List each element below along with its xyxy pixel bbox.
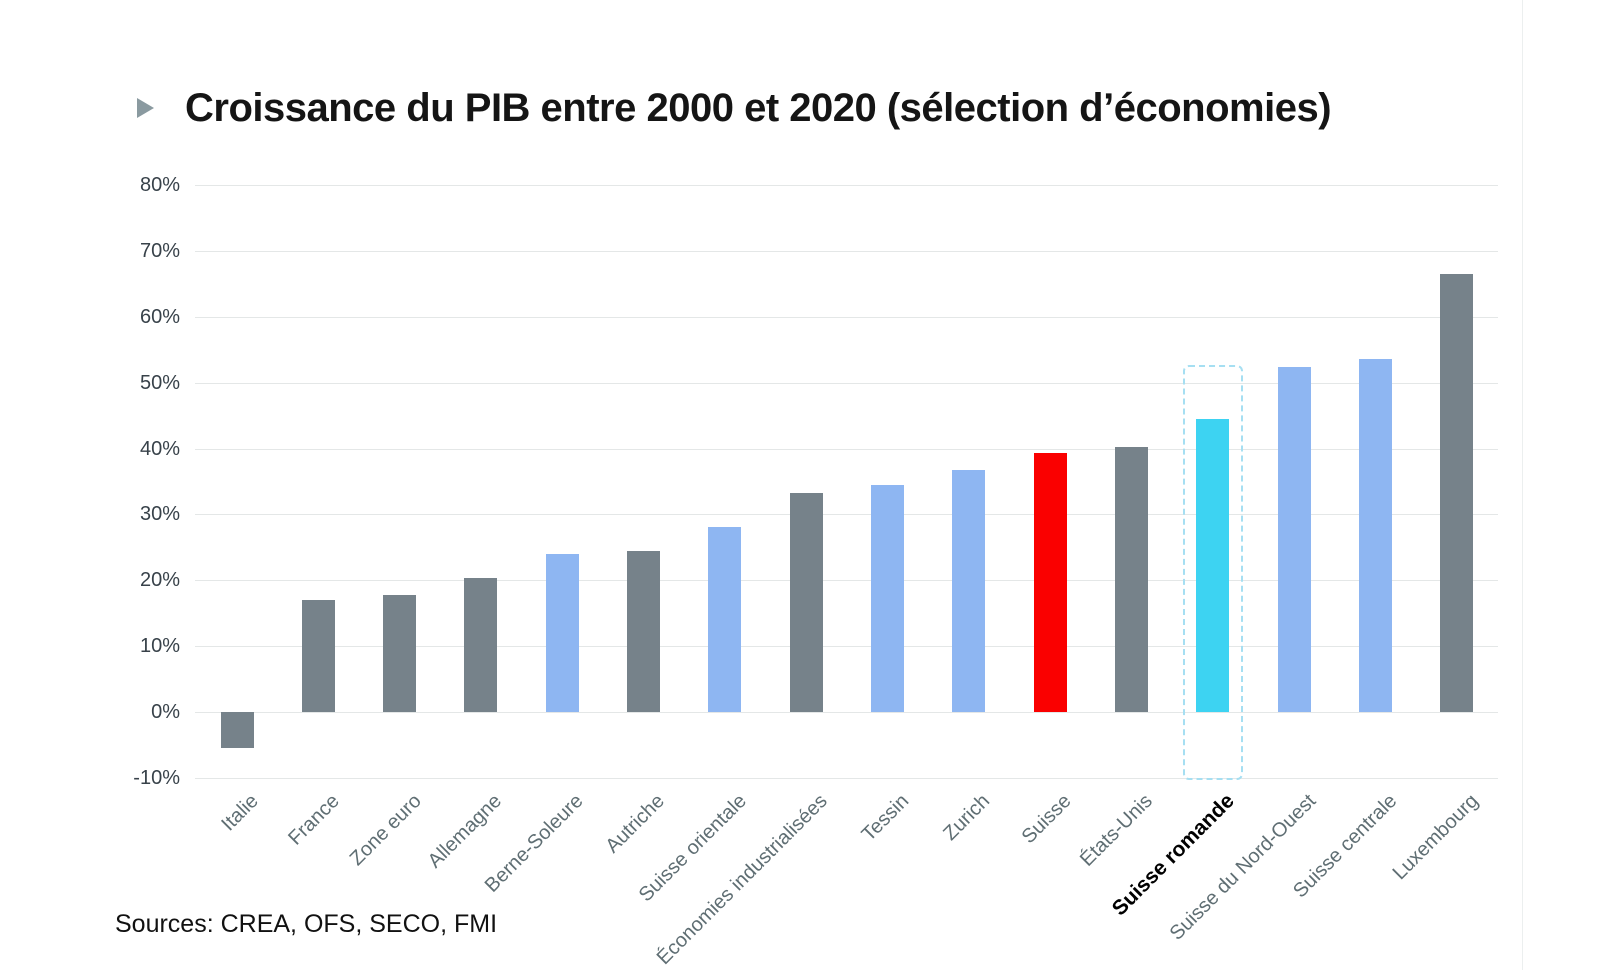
x-axis-label-etats-unis: États-Unis [1076,790,1158,871]
gridline-40 [195,448,1498,450]
x-axis-label-luxembourg: Luxembourg [1388,790,1483,885]
x-axis-label-suisse: Suisse [1017,790,1076,849]
gridline-20 [195,580,1498,582]
title-row: Croissance du PIB entre 2000 et 2020 (sé… [137,86,1332,130]
x-axis-label-economies-industrialisees: Économies industrialisées [652,790,832,970]
x-axis-label-zurich: Zurich [939,790,995,845]
gridline--10 [195,778,1498,779]
x-axis-label-allemagne: Allemagne [424,790,507,873]
y-axis-tick-label: 10% [139,635,180,658]
x-axis-label-zone-euro: Zone euro [345,790,426,871]
bar-autriche [627,551,661,713]
y-axis-tick-label: 80% [139,174,180,196]
y-axis-tick-label: 20% [139,569,180,592]
gridline-30 [195,514,1498,516]
bar-zurich [952,469,986,713]
x-axis-label-france: France [284,790,344,850]
bar-suisse [1033,453,1067,713]
bar-suisse-du-nord-ouest [1277,366,1311,713]
y-axis-tick-label: 0% [151,701,180,724]
triangle-right-icon [137,98,154,118]
chart-title: Croissance du PIB entre 2000 et 2020 (sé… [185,86,1332,130]
bar-etats-unis [1115,446,1149,713]
bar-italie [220,712,254,749]
plot-area: Italie France Zone euro Allemagne Berne-Sole… [195,185,1498,969]
x-axis-label-suisse-du-nord-ouest: Suisse du Nord-Ouest [1165,790,1320,945]
y-axis-tick-label: 40% [139,437,180,460]
gridline-0 [195,712,1498,714]
y-axis-tick-label: 60% [139,305,180,328]
gridline-10 [195,646,1498,648]
bar-france [301,600,335,713]
highlight-outline [1182,364,1243,780]
bar-suisse-romande [1196,418,1230,713]
y-axis-tick-label: -10% [133,767,180,789]
bar-luxembourg [1440,273,1474,713]
gridline-50 [195,382,1498,384]
y-axis-tick-label: 50% [139,371,180,394]
gridline-80 [195,185,1498,186]
right-divider-line [1522,0,1523,970]
gridline-70 [195,250,1498,252]
bar-suisse-orientale [708,526,742,713]
source-note: Sources: CREA, OFS, SECO, FMI [115,910,498,938]
y-axis-tick-label: 30% [139,503,180,526]
bar-zone-euro [383,594,417,713]
x-axis-label-tessin: Tessin [857,790,914,846]
bar-tessin [871,485,905,713]
x-axis-label-italie: Italie [217,790,263,836]
bar-allemagne [464,578,498,713]
gridline-60 [195,316,1498,318]
bar-economies-industrialisees [789,492,823,713]
x-axis-label-autriche: Autriche [601,790,670,858]
bar-berne-soleure [545,553,579,713]
bar-suisse-centrale [1359,358,1393,713]
y-axis-tick-label: 70% [139,239,180,262]
